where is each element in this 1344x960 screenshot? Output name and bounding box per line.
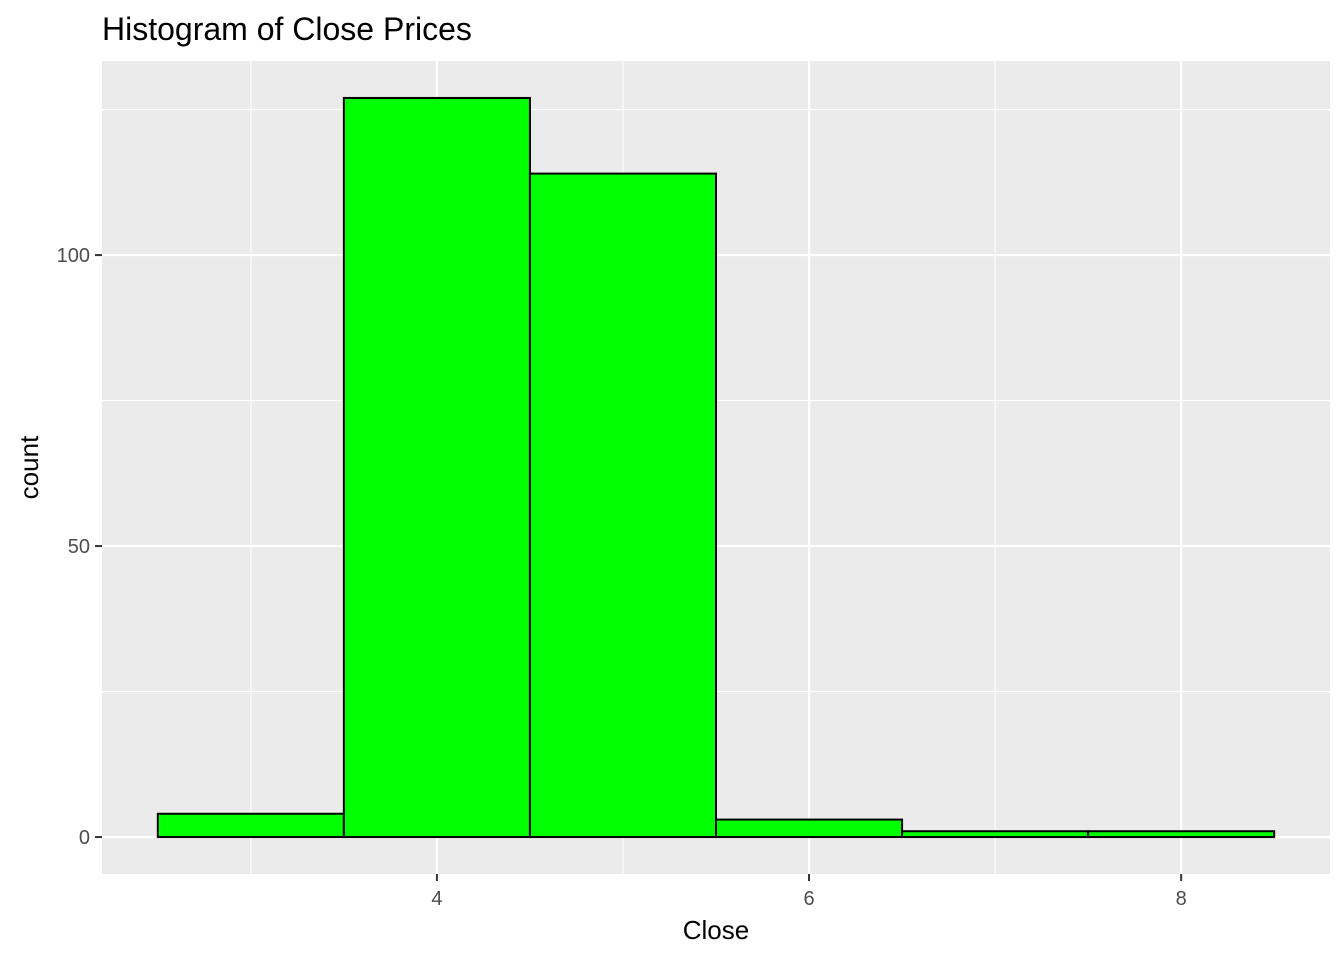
x-tick-label: 8 [1176, 888, 1187, 910]
histogram-bar [1087, 830, 1276, 839]
histogram-bar [528, 172, 717, 839]
histogram-bar [715, 818, 904, 839]
y-axis: 0 50 100 [57, 245, 102, 849]
y-tick-label: 100 [57, 245, 90, 267]
chart-title: Histogram of Close Prices [102, 11, 472, 47]
x-axis-title: Close [683, 915, 749, 945]
x-tick-label: 6 [803, 888, 814, 910]
histogram-bar [156, 812, 345, 839]
x-axis: 4 6 8 [431, 874, 1187, 910]
y-tick-label: 50 [68, 536, 90, 558]
x-tick-label: 4 [431, 888, 442, 910]
histogram-bar [901, 830, 1090, 839]
y-axis-title: count [14, 435, 44, 499]
histogram-bars [156, 96, 1276, 839]
histogram-bar [342, 96, 531, 839]
y-tick-label: 0 [79, 827, 90, 849]
